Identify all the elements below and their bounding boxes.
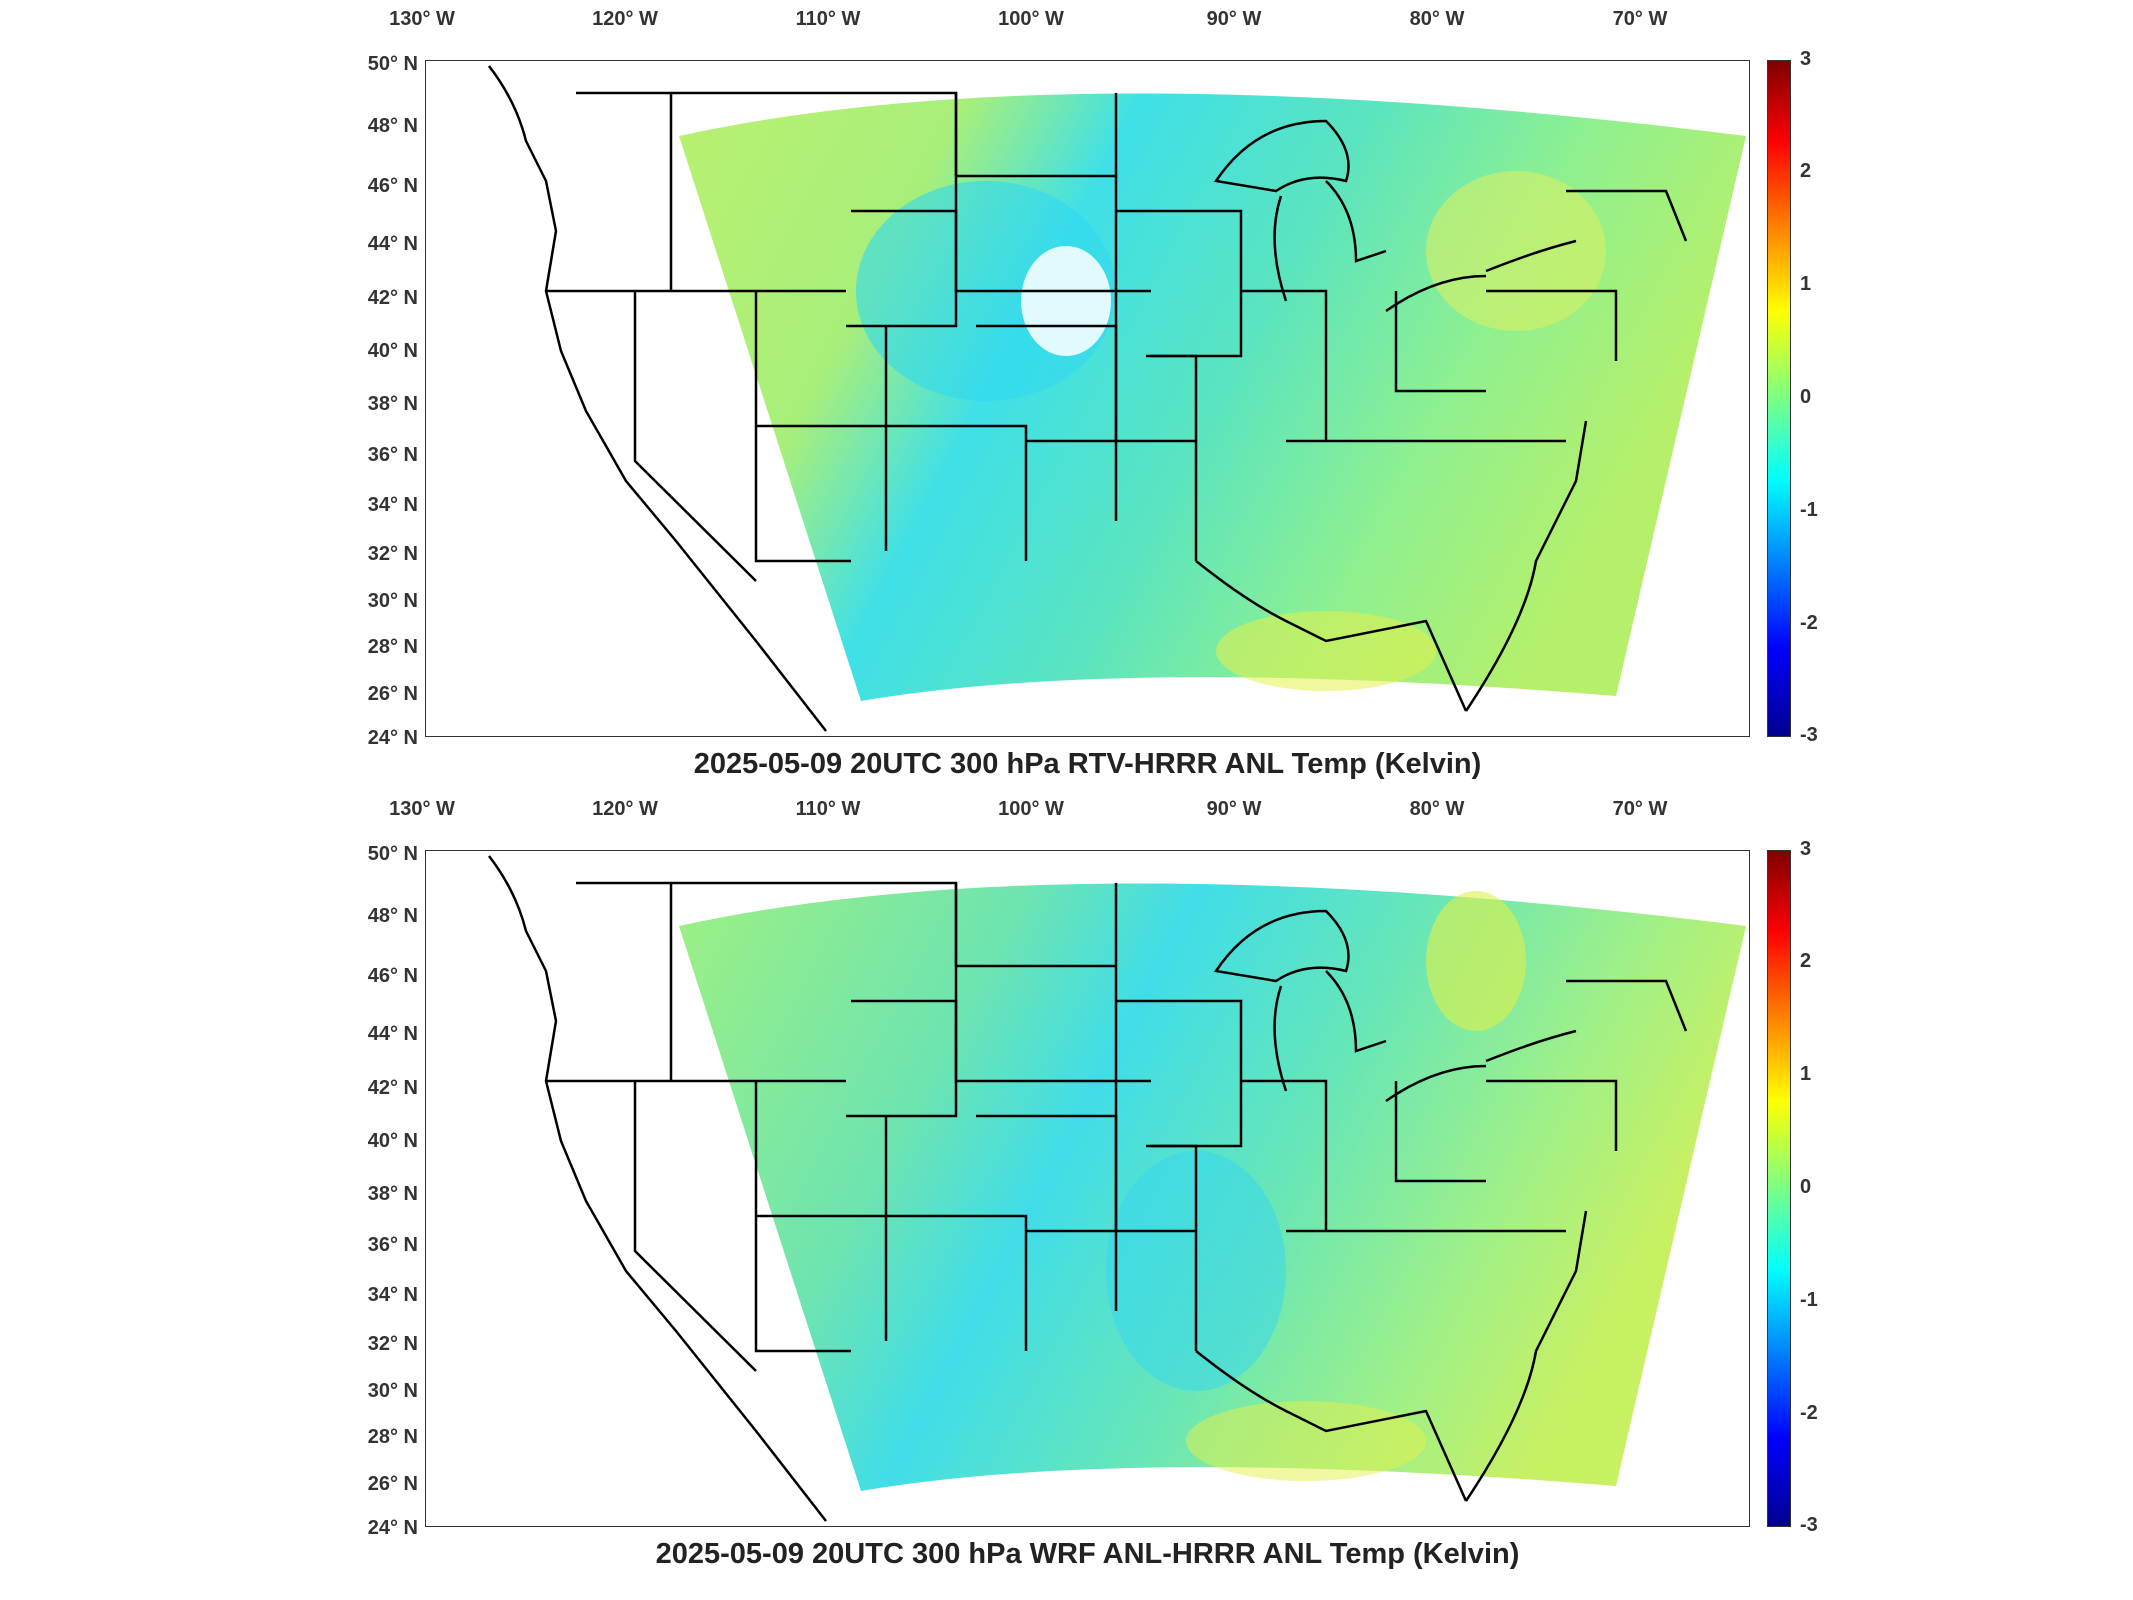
lon-tick-80w: 80° W (1409, 8, 1465, 30)
colorbar-tick-1: 1 (1800, 273, 1812, 295)
warm-anomaly-northeast (1426, 171, 1606, 331)
warm-anomaly-gulf (1216, 611, 1436, 691)
lon-tick-110w: 110° W (795, 8, 861, 30)
lat-tick-32n: 32° N (367, 1333, 418, 1355)
lat-tick-48n: 48° N (367, 905, 418, 927)
lon-tick-70w: 70° W (1612, 798, 1668, 820)
lon-tick-70w: 70° W (1612, 8, 1668, 30)
colorbar-tick-neg2: -2 (1800, 612, 1818, 634)
lat-tick-46n: 46° N (367, 175, 418, 197)
lat-tick-36n: 36° N (367, 444, 418, 466)
great-lakes (1213, 119, 1577, 313)
map-frame (425, 850, 1750, 1527)
colorbar-tick-neg3: -3 (1800, 1514, 1818, 1536)
lat-tick-44n: 44° N (367, 1023, 418, 1045)
lat-tick-34n: 34° N (367, 494, 418, 516)
map-frame (425, 60, 1750, 737)
great-lakes (1213, 909, 1577, 1103)
lat-tick-42n: 42° N (367, 287, 418, 309)
lon-tick-120w: 120° W (592, 798, 658, 820)
colorbar-tick-2: 2 (1800, 160, 1812, 182)
map-panel-bottom: 130° W 120° W 110° W 100° W 90° W 80° W … (0, 790, 2133, 1590)
colorbar-tick-0: 0 (1800, 1176, 1812, 1198)
panel-title-top: 2025-05-09 20UTC 300 hPa RTV-HRRR ANL Te… (693, 748, 1482, 780)
lat-tick-36n: 36° N (367, 1234, 418, 1256)
lat-tick-26n: 26° N (367, 683, 418, 705)
colorbar-tick-2: 2 (1800, 950, 1812, 972)
lat-tick-38n: 38° N (367, 393, 418, 415)
lat-tick-38n: 38° N (367, 1183, 418, 1205)
map-canvas (488, 855, 1746, 1522)
lat-tick-28n: 28° N (367, 636, 418, 658)
lat-tick-34n: 34° N (367, 1284, 418, 1306)
lat-tick-50n: 50° N (367, 843, 418, 865)
lat-tick-48n: 48° N (367, 115, 418, 137)
lat-tick-32n: 32° N (367, 543, 418, 565)
map-panel-top: 130° W 120° W 110° W 100° W 90° W 80° W … (367, 8, 1818, 780)
state-boundaries (488, 65, 1688, 732)
lon-tick-80w: 80° W (1409, 798, 1465, 820)
lat-tick-26n: 26° N (367, 1473, 418, 1495)
lon-tick-100w: 100° W (998, 8, 1064, 30)
lon-tick-100w: 100° W (998, 798, 1064, 820)
panel-title-bottom: 2025-05-09 20UTC 300 hPa WRF ANL-HRRR AN… (655, 1538, 1520, 1570)
colorbar-tick-neg3: -3 (1800, 724, 1818, 746)
warm-anomaly-lake-superior (1426, 891, 1526, 1031)
lat-tick-40n: 40° N (367, 1130, 418, 1152)
map-canvas (488, 65, 1746, 732)
lon-tick-110w: 110° W (795, 798, 861, 820)
analysis-field-domain (679, 93, 1746, 701)
colorbar (1767, 60, 1791, 737)
colorbar-tick-1: 1 (1800, 1063, 1812, 1085)
colorbar (1767, 850, 1791, 1527)
lon-tick-130w: 130° W (389, 8, 455, 30)
lat-tick-24n: 24° N (367, 727, 418, 749)
lat-tick-40n: 40° N (367, 340, 418, 362)
lat-tick-50n: 50° N (367, 53, 418, 75)
lat-tick-28n: 28° N (367, 1426, 418, 1448)
lat-tick-44n: 44° N (367, 233, 418, 255)
lat-tick-42n: 42° N (367, 1077, 418, 1099)
colorbar-tick-3: 3 (1800, 838, 1812, 860)
missing-data-patch (1021, 246, 1111, 356)
colorbar-tick-0: 0 (1800, 386, 1812, 408)
colorbar-tick-neg1: -1 (1800, 1289, 1818, 1311)
warm-anomaly-gulf (1186, 1401, 1426, 1481)
colorbar-tick-3: 3 (1800, 48, 1812, 70)
lat-tick-24n: 24° N (367, 1517, 418, 1539)
lon-tick-120w: 120° W (592, 8, 658, 30)
colorbar-tick-neg2: -2 (1800, 1402, 1818, 1424)
state-boundaries (488, 855, 1688, 1522)
lat-tick-30n: 30° N (367, 1380, 418, 1402)
colorbar-tick-neg1: -1 (1800, 499, 1818, 521)
lon-tick-130w: 130° W (389, 798, 455, 820)
lat-tick-30n: 30° N (367, 590, 418, 612)
lon-tick-90w: 90° W (1206, 798, 1262, 820)
lon-tick-90w: 90° W (1206, 8, 1262, 30)
lat-tick-46n: 46° N (367, 965, 418, 987)
